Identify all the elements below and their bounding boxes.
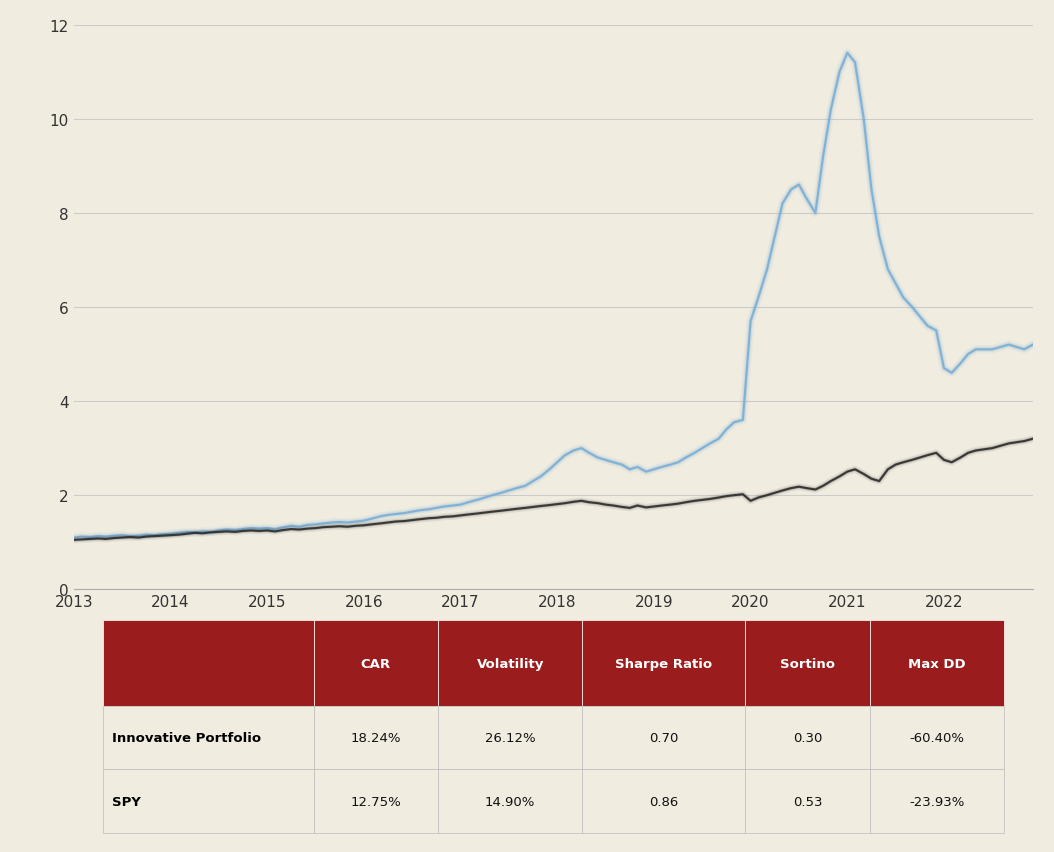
Text: Sharpe Ratio: Sharpe Ratio	[616, 657, 713, 670]
Text: CAR: CAR	[360, 657, 391, 670]
SPY	[260, 526, 273, 536]
FancyBboxPatch shape	[438, 620, 582, 706]
SPY	[67, 535, 80, 545]
FancyBboxPatch shape	[582, 706, 745, 769]
Innovative Portfolio	[317, 519, 330, 529]
Text: 14.90%: 14.90%	[485, 795, 535, 808]
Innovative Portfolio	[486, 491, 499, 501]
Legend: Innovative Portfolio, SPY: Innovative Portfolio, SPY	[339, 659, 614, 684]
Innovative Portfolio	[841, 49, 854, 59]
SPY	[1027, 434, 1039, 444]
Line: SPY: SPY	[74, 439, 1033, 540]
FancyBboxPatch shape	[745, 769, 870, 832]
Text: 0.53: 0.53	[793, 795, 822, 808]
FancyBboxPatch shape	[438, 769, 582, 832]
SPY	[285, 524, 297, 534]
Innovative Portfolio	[260, 523, 273, 533]
Innovative Portfolio	[285, 521, 297, 532]
Text: -23.93%: -23.93%	[910, 795, 964, 808]
Text: 0.70: 0.70	[649, 732, 679, 745]
FancyBboxPatch shape	[870, 769, 1004, 832]
Innovative Portfolio	[67, 532, 80, 543]
Innovative Portfolio	[945, 368, 958, 378]
Innovative Portfolio	[1027, 340, 1039, 350]
FancyBboxPatch shape	[314, 706, 438, 769]
Text: SPY: SPY	[112, 795, 141, 808]
SPY	[245, 526, 257, 536]
Text: Sortino: Sortino	[780, 657, 835, 670]
SPY	[938, 455, 951, 465]
Text: 26.12%: 26.12%	[485, 732, 535, 745]
FancyBboxPatch shape	[102, 769, 314, 832]
FancyBboxPatch shape	[102, 620, 314, 706]
FancyBboxPatch shape	[870, 620, 1004, 706]
Text: Volatility: Volatility	[476, 657, 544, 670]
Text: 0.86: 0.86	[649, 795, 679, 808]
FancyBboxPatch shape	[582, 620, 745, 706]
Text: -60.40%: -60.40%	[910, 732, 964, 745]
FancyBboxPatch shape	[745, 620, 870, 706]
Text: 0.30: 0.30	[793, 732, 822, 745]
FancyBboxPatch shape	[745, 706, 870, 769]
FancyBboxPatch shape	[438, 706, 582, 769]
Text: 18.24%: 18.24%	[351, 732, 402, 745]
Line: Innovative Portfolio: Innovative Portfolio	[74, 54, 1033, 538]
FancyBboxPatch shape	[582, 769, 745, 832]
Innovative Portfolio	[245, 523, 257, 533]
SPY	[486, 507, 499, 517]
SPY	[317, 522, 330, 532]
Text: Max DD: Max DD	[909, 657, 965, 670]
FancyBboxPatch shape	[314, 620, 438, 706]
FancyBboxPatch shape	[314, 769, 438, 832]
Text: Innovative Portfolio: Innovative Portfolio	[112, 732, 261, 745]
Text: 12.75%: 12.75%	[351, 795, 402, 808]
FancyBboxPatch shape	[870, 706, 1004, 769]
FancyBboxPatch shape	[102, 706, 314, 769]
